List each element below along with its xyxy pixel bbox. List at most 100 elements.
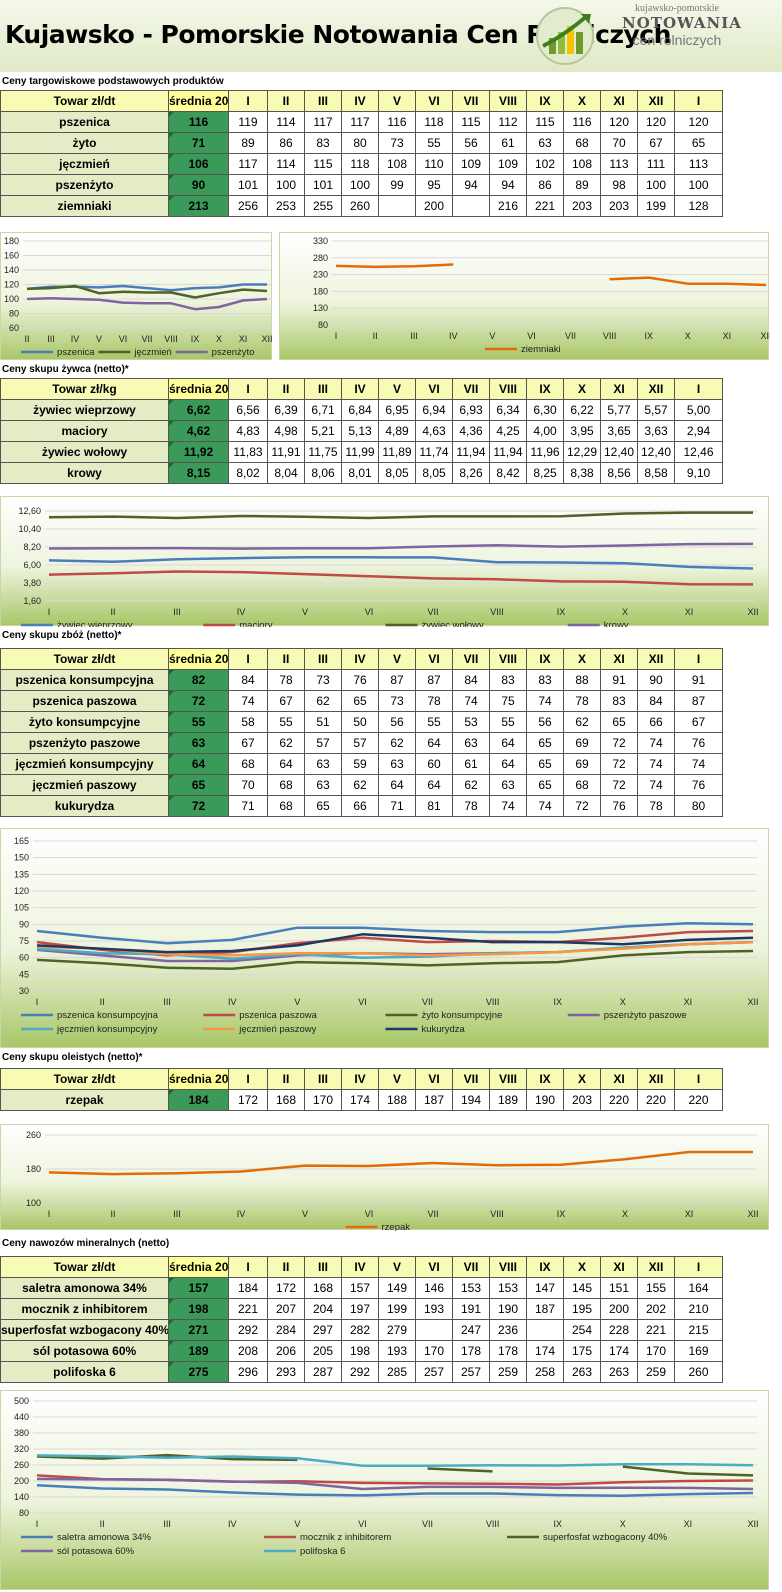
- logo-line1: kujawsko-pomorskie: [635, 3, 719, 14]
- cell-price: 8,02: [228, 462, 268, 484]
- column-header-avg-2024: średnia 2024: [168, 1068, 229, 1090]
- cell-price: 189: [489, 1089, 527, 1111]
- cell-price: 120: [637, 111, 675, 133]
- cell-price: 91: [674, 669, 723, 691]
- cell-price: 61: [489, 132, 527, 154]
- y-tick-label: 135: [14, 869, 29, 879]
- x-tick-label: II: [24, 334, 29, 344]
- x-tick-label: XI: [685, 607, 694, 617]
- cell-price: 279: [378, 1319, 416, 1341]
- column-header-avg-2024: średnia 2024: [168, 648, 229, 670]
- cell-price: 172: [267, 1277, 305, 1299]
- legend-label: maciory: [239, 620, 273, 627]
- x-tick-label: IV: [71, 334, 80, 344]
- y-tick-label: 105: [14, 903, 29, 913]
- y-tick-label: 60: [19, 953, 29, 963]
- series-line: [48, 570, 754, 586]
- cell-price: 149: [378, 1277, 416, 1299]
- cell-price: 220: [600, 1089, 638, 1111]
- column-header-month: I: [674, 378, 723, 400]
- cell-price: 172: [228, 1089, 268, 1111]
- cell-price: 195: [563, 1298, 601, 1320]
- series-line: [48, 1150, 753, 1176]
- cell-price: 147: [526, 1277, 564, 1299]
- cell-price: 168: [304, 1277, 342, 1299]
- cell-price: 115: [304, 153, 342, 175]
- table-row: jęczmień konsumpcyjny 64 68 64 63 59 63 60 61 64 6…: [0, 753, 723, 775]
- legend-label: pszenica: [57, 347, 95, 358]
- row-product-name: jęczmień paszowy: [0, 774, 169, 796]
- x-tick-label: VIII: [490, 1209, 504, 1219]
- cell-avg-2024: 55: [168, 711, 229, 733]
- cell-price: 58: [228, 711, 268, 733]
- x-tick-label: V: [302, 1209, 308, 1219]
- y-tick-label: 180: [313, 286, 328, 296]
- cell-price: 199: [378, 1298, 416, 1320]
- cell-avg-2024: 90: [168, 174, 229, 196]
- y-tick-label: 380: [14, 1428, 29, 1438]
- y-tick-label: 160: [4, 251, 19, 261]
- cell-price: 4,63: [415, 420, 453, 442]
- y-tick-label: 6,00: [23, 560, 41, 570]
- cell-price: 64: [415, 774, 453, 796]
- table-row: kukurydza727168656671817874747276788079: [0, 795, 723, 817]
- cell-price: 187: [526, 1298, 564, 1320]
- cell-price: 74: [452, 690, 490, 712]
- x-tick-label: V: [96, 334, 102, 344]
- legend-label: rzepak: [382, 1222, 411, 1231]
- column-header-month: XI: [600, 1068, 638, 1090]
- cell-price: 76: [674, 732, 723, 754]
- row-product-name: rzepak: [0, 1089, 169, 1111]
- cell-price: 99: [378, 174, 416, 196]
- y-tick-label: 12,60: [18, 506, 41, 516]
- y-tick-label: 140: [4, 265, 19, 275]
- y-tick-label: 330: [313, 236, 328, 246]
- cell-price: 55: [415, 711, 453, 733]
- cell-avg-2024: 72: [168, 690, 229, 712]
- x-tick-label: XII: [747, 607, 758, 617]
- cell-price: 207: [267, 1298, 305, 1320]
- cell-price: 5,77: [600, 399, 638, 421]
- row-product-name: żywiec wieprzowy: [0, 399, 169, 421]
- cell-price: 83: [489, 669, 527, 691]
- line-chart: 80 130 180 230 280 330 I II III IV V VI VII VIII IX X XI…: [279, 232, 770, 360]
- cell-price: 63: [526, 132, 564, 154]
- cell-price: 11,74: [415, 441, 453, 463]
- cell-price: 55: [489, 711, 527, 733]
- x-tick-label: V: [489, 331, 495, 341]
- table-row: jęczmień 106 117 114 115 118 108 110 109 109 102 10…: [0, 153, 723, 175]
- cell-price: 6,22: [563, 399, 601, 421]
- cell-price: 56: [378, 711, 416, 733]
- cell-price: 12,40: [600, 441, 638, 463]
- cell-price: 257: [452, 1361, 490, 1383]
- y-tick-label: 440: [14, 1412, 29, 1422]
- cell-price: 84: [228, 669, 268, 691]
- x-tick-label: III: [163, 997, 171, 1007]
- column-header-month: XII: [637, 1256, 675, 1278]
- cell-price: 260: [674, 1361, 723, 1383]
- cell-price: 66: [637, 711, 675, 733]
- x-tick-label: III: [173, 607, 181, 617]
- cell-avg-2024: 4,62: [168, 420, 229, 442]
- y-tick-label: 10,40: [18, 524, 41, 534]
- cell-price: 145: [563, 1277, 601, 1299]
- cell-price: 3,95: [563, 420, 601, 442]
- cell-price: 100: [341, 174, 379, 196]
- cell-price: 204: [304, 1298, 342, 1320]
- cell-price: 59: [341, 753, 379, 775]
- y-tick-label: 3,80: [23, 578, 41, 588]
- cell-avg-2024: 106: [168, 153, 229, 175]
- column-header-month: IV: [341, 378, 379, 400]
- table-row: jęczmień paszowy 65 70 68 63 62 64 64 62 63 65 68 72…: [0, 774, 723, 796]
- y-tick-label: 230: [313, 270, 328, 280]
- cell-price: 11,94: [489, 441, 527, 463]
- y-tick-label: 120: [14, 886, 29, 896]
- cell-price: 191: [452, 1298, 490, 1320]
- cell-price: 83: [600, 690, 638, 712]
- cell-price: 72: [600, 753, 638, 775]
- cell-price: 287: [304, 1361, 342, 1383]
- cell-price: 11,91: [267, 441, 305, 463]
- cell-price: 187: [415, 1089, 453, 1111]
